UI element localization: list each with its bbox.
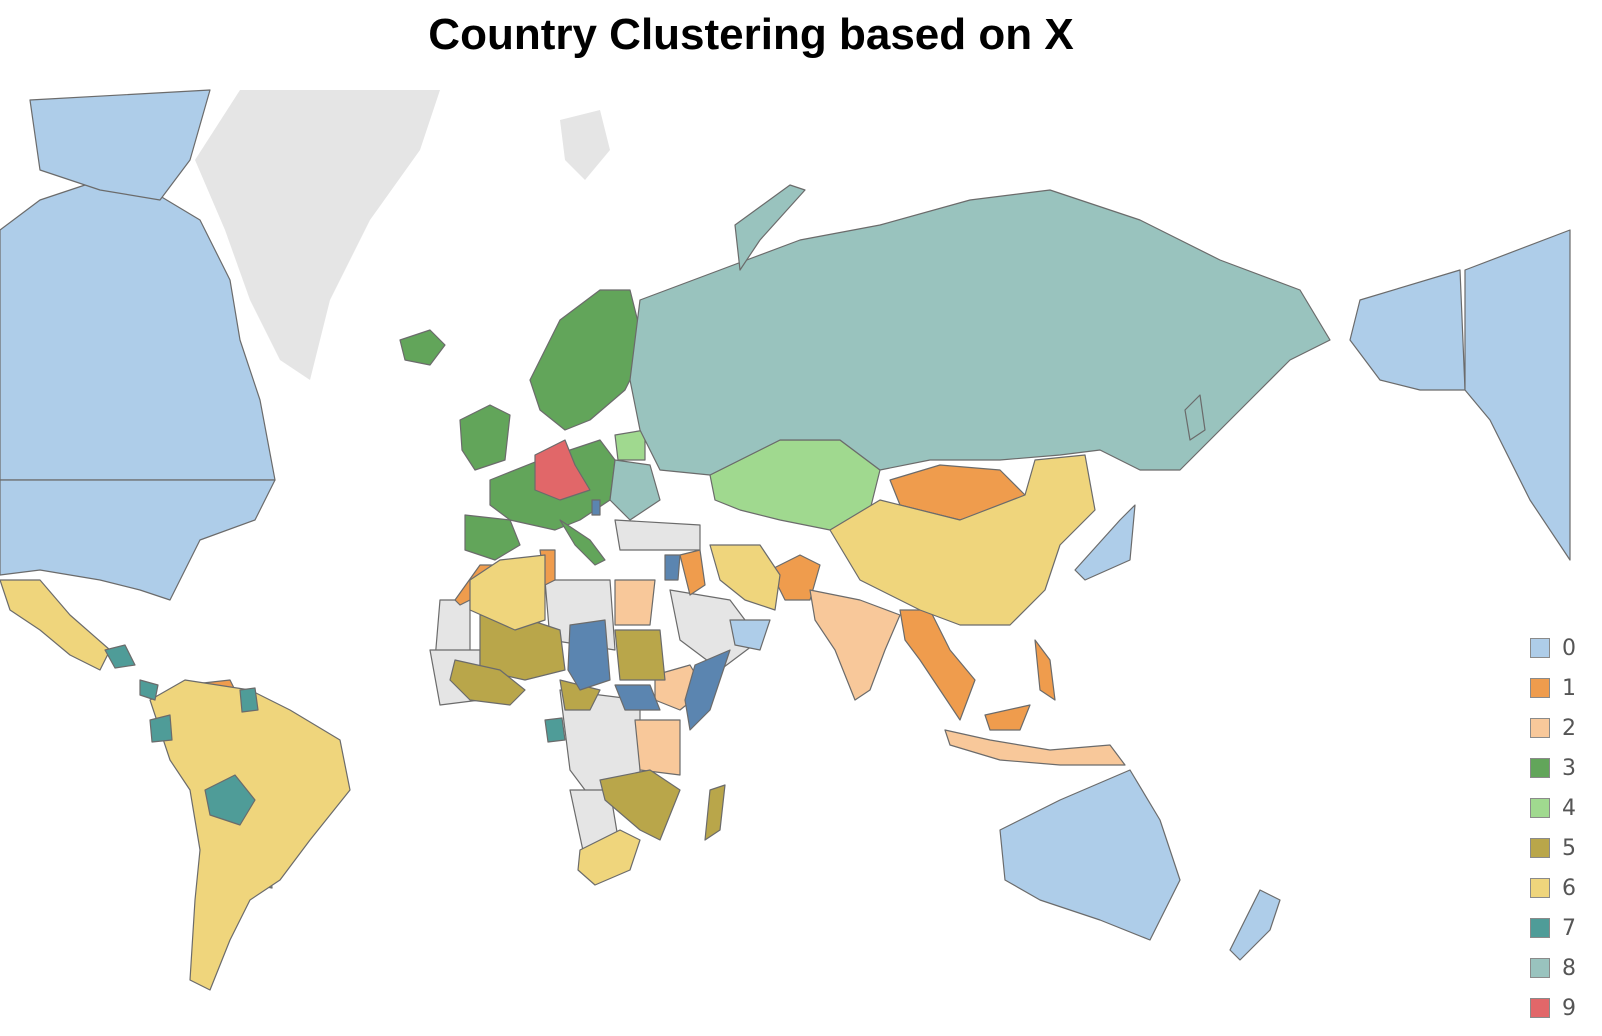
madagascar-region xyxy=(704,784,726,841)
malaysia-region xyxy=(984,704,1031,731)
map-title: Country Clustering based on X xyxy=(428,10,1074,59)
cluster-5-regions xyxy=(449,614,726,841)
legend-swatch xyxy=(1530,638,1550,658)
algeria-region xyxy=(469,554,546,631)
jordan-region xyxy=(664,554,681,581)
legend-label: 1 xyxy=(1562,675,1576,701)
novaya-zemlya-region xyxy=(734,184,806,271)
india-region xyxy=(809,589,901,701)
cluster-6-regions xyxy=(0,454,1096,991)
mexico-central-america-region xyxy=(0,579,111,671)
legend-item-7[interactable]: 7 xyxy=(1530,908,1594,948)
south-america-region xyxy=(149,679,351,991)
legend: 0 1 2 3 4 5 6 7 8 9 xyxy=(1530,628,1594,1028)
legend-item-5[interactable]: 5 xyxy=(1530,828,1594,868)
legend-item-1[interactable]: 1 xyxy=(1530,668,1594,708)
legend-label: 3 xyxy=(1562,755,1576,781)
legend-item-8[interactable]: 8 xyxy=(1530,948,1594,988)
legend-label: 0 xyxy=(1562,635,1576,661)
legend-label: 5 xyxy=(1562,835,1576,861)
legend-label: 7 xyxy=(1562,915,1576,941)
usa-region xyxy=(0,479,276,601)
legend-label: 6 xyxy=(1562,875,1576,901)
new-zealand-region xyxy=(1229,889,1281,961)
cluster-7-regions xyxy=(104,644,566,826)
italy-greece-region xyxy=(559,519,606,566)
legend-item-0[interactable]: 0 xyxy=(1530,628,1594,668)
legend-item-4[interactable]: 4 xyxy=(1530,788,1594,828)
sudan-region xyxy=(614,629,666,681)
balkan-region xyxy=(591,499,601,516)
svalbard-region xyxy=(560,110,610,180)
legend-label: 2 xyxy=(1562,715,1576,741)
greenland-region xyxy=(195,90,440,380)
steel-blue-regions xyxy=(567,499,731,731)
south-sudan-region xyxy=(614,684,661,711)
germany-region xyxy=(534,439,591,501)
japan-region xyxy=(1074,504,1136,581)
cluster-2-regions xyxy=(614,579,1126,776)
cluster-3-regions xyxy=(399,289,646,566)
bolivia-region xyxy=(204,774,256,826)
cluster-8-regions xyxy=(609,184,1331,521)
east-canada-region xyxy=(1464,229,1571,561)
legend-swatch xyxy=(1530,798,1550,818)
legend-label: 8 xyxy=(1562,955,1576,981)
tanzania-region xyxy=(634,719,681,776)
cluster-0-regions xyxy=(0,89,1571,961)
legend-label: 4 xyxy=(1562,795,1576,821)
legend-item-3[interactable]: 3 xyxy=(1530,748,1594,788)
legend-swatch xyxy=(1530,718,1550,738)
mainland-sea-region xyxy=(899,609,976,721)
somalia-region xyxy=(684,649,731,731)
eastern-europe-region xyxy=(609,459,661,521)
gabon-region xyxy=(544,717,566,743)
chad-region xyxy=(567,619,611,691)
philippines-region xyxy=(1034,639,1056,701)
iberia-region xyxy=(464,514,521,561)
legend-swatch xyxy=(1530,758,1550,778)
cluster-4-regions xyxy=(254,429,881,889)
legend-swatch xyxy=(1530,958,1550,978)
yemen-oman-region xyxy=(729,619,771,651)
sakhalin-region xyxy=(1184,394,1206,441)
legend-swatch xyxy=(1530,918,1550,938)
indonesia-region xyxy=(944,729,1126,766)
central-america-north-region xyxy=(104,644,136,669)
russia-region xyxy=(629,189,1331,476)
west-coast-africa-region xyxy=(449,659,526,706)
britain-region xyxy=(459,404,511,471)
turkey-region xyxy=(614,519,701,551)
world-choropleth-map[interactable] xyxy=(0,86,1602,1036)
legend-swatch xyxy=(1530,678,1550,698)
saudi-arabia-region xyxy=(669,589,761,671)
guyana-region xyxy=(239,687,259,713)
legend-item-9[interactable]: 9 xyxy=(1530,988,1594,1028)
nicaragua-region xyxy=(139,679,159,701)
iran-region xyxy=(709,544,781,611)
australia-region xyxy=(999,769,1181,941)
legend-item-6[interactable]: 6 xyxy=(1530,868,1594,908)
legend-swatch xyxy=(1530,838,1550,858)
belarus-region xyxy=(614,429,646,461)
legend-item-2[interactable]: 2 xyxy=(1530,708,1594,748)
cluster-9-regions xyxy=(534,439,591,501)
legend-swatch xyxy=(1530,878,1550,898)
legend-label: 9 xyxy=(1562,995,1576,1021)
afghanistan-region xyxy=(769,554,821,601)
mozambique-zambia-region xyxy=(599,769,681,841)
china-region xyxy=(829,454,1096,626)
alaska-region xyxy=(1349,269,1466,391)
scandinavia-region xyxy=(529,289,646,431)
south-africa-region xyxy=(577,829,641,886)
iceland-region xyxy=(399,329,446,366)
ecuador-region xyxy=(149,714,173,743)
syria-iraq-region xyxy=(679,549,706,596)
arctic-islands-region xyxy=(29,89,211,201)
egypt-region xyxy=(614,579,656,626)
legend-swatch xyxy=(1530,998,1550,1018)
